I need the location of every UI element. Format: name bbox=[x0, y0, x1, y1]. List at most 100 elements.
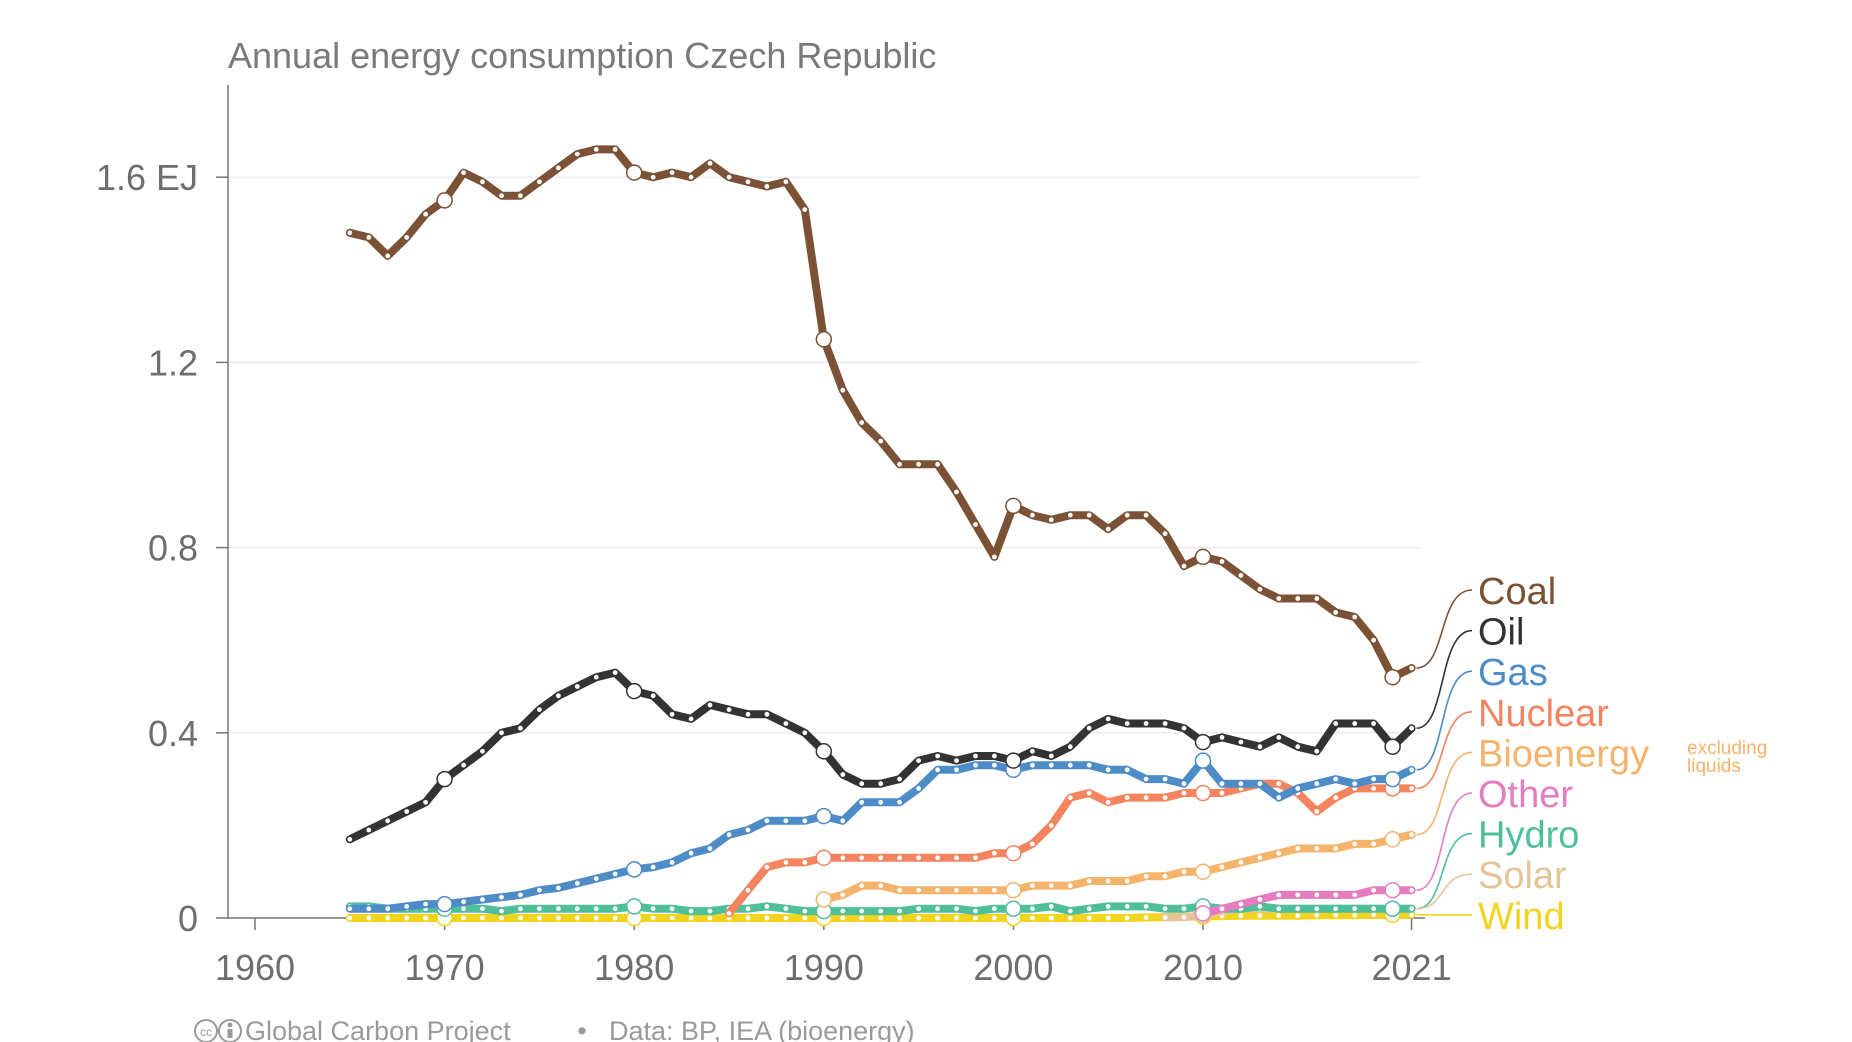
data-point bbox=[992, 753, 997, 759]
data-point bbox=[423, 901, 428, 907]
x-tick-label: 1970 bbox=[405, 947, 485, 988]
data-point bbox=[1384, 738, 1401, 755]
data-point bbox=[1005, 752, 1022, 769]
data-point bbox=[1276, 795, 1282, 800]
data-point bbox=[1257, 904, 1263, 909]
x-axis-ticks: 1960 1970 1980 1990 2000 2010 2021 bbox=[215, 918, 1452, 988]
data-point bbox=[650, 174, 656, 180]
data-point bbox=[688, 850, 694, 856]
data-point bbox=[669, 170, 675, 176]
data-point bbox=[1194, 784, 1212, 802]
data-point bbox=[347, 230, 353, 236]
data-point bbox=[1048, 517, 1054, 523]
data-point bbox=[1067, 908, 1073, 914]
x-tick-label: 1980 bbox=[594, 947, 674, 988]
data-point bbox=[973, 855, 978, 861]
data-point bbox=[1067, 512, 1073, 518]
data-point bbox=[1124, 915, 1130, 921]
data-point bbox=[1276, 906, 1282, 912]
data-point bbox=[1219, 781, 1225, 787]
data-point bbox=[973, 762, 978, 768]
data-point bbox=[1276, 596, 1282, 601]
data-point bbox=[802, 730, 808, 736]
data-point bbox=[1333, 892, 1339, 898]
series-bioenergy bbox=[815, 830, 1416, 908]
data-point bbox=[1371, 906, 1376, 912]
y-tick-label: 0.4 bbox=[148, 713, 198, 754]
data-point bbox=[935, 753, 940, 759]
data-point bbox=[1295, 744, 1301, 750]
data-point bbox=[878, 855, 884, 861]
data-point bbox=[385, 906, 391, 912]
data-point bbox=[726, 174, 732, 180]
x-tick-label: 2021 bbox=[1372, 947, 1452, 988]
data-point bbox=[1048, 915, 1054, 921]
data-point bbox=[1409, 767, 1414, 773]
data-point bbox=[840, 818, 846, 824]
data-point bbox=[935, 461, 940, 467]
data-point bbox=[1105, 799, 1111, 805]
data-point bbox=[1124, 512, 1130, 518]
data-point bbox=[992, 906, 997, 912]
data-point bbox=[1409, 725, 1414, 731]
data-point bbox=[973, 915, 978, 921]
data-point bbox=[1030, 512, 1035, 518]
data-point bbox=[878, 438, 884, 444]
data-point bbox=[480, 179, 485, 185]
data-point bbox=[954, 767, 959, 773]
data-point bbox=[954, 887, 959, 893]
series-other bbox=[1194, 881, 1416, 922]
data-point bbox=[916, 786, 921, 791]
data-point bbox=[859, 855, 865, 861]
data-point bbox=[404, 809, 410, 814]
data-point bbox=[916, 461, 921, 467]
data-point bbox=[625, 164, 643, 181]
data-point bbox=[897, 776, 902, 782]
data-point bbox=[1257, 855, 1263, 861]
legend-connector-oil bbox=[1416, 629, 1473, 729]
data-point bbox=[612, 906, 618, 912]
data-point bbox=[916, 906, 921, 912]
legend-note-line1: excluding bbox=[1687, 738, 1767, 759]
data-point bbox=[1086, 512, 1092, 518]
y-tick-label: 1.6 EJ bbox=[96, 157, 198, 198]
data-point bbox=[1257, 913, 1263, 919]
data-point bbox=[1086, 878, 1092, 884]
data-point bbox=[1105, 878, 1111, 884]
data-point bbox=[840, 772, 846, 777]
legend-connector-coal bbox=[1416, 589, 1473, 669]
data-point bbox=[726, 707, 732, 712]
data-point bbox=[537, 915, 542, 921]
data-point bbox=[1333, 912, 1339, 918]
data-point bbox=[1067, 915, 1073, 921]
data-point bbox=[556, 693, 561, 699]
footer-source: Data: BP, IEA (bioenergy) bbox=[609, 1016, 915, 1042]
data-point bbox=[1238, 901, 1244, 907]
data-point bbox=[954, 855, 959, 861]
data-point bbox=[1105, 904, 1111, 909]
data-point bbox=[423, 211, 428, 217]
data-point bbox=[1194, 863, 1212, 880]
data-point bbox=[764, 184, 770, 189]
data-point bbox=[1181, 914, 1187, 920]
data-point bbox=[1314, 781, 1320, 787]
legend: CoalOilGasNuclearBioenergyOtherHydroSola… bbox=[1416, 571, 1649, 938]
data-point bbox=[480, 915, 485, 921]
data-point bbox=[878, 915, 884, 921]
data-point bbox=[1295, 786, 1301, 791]
data-point bbox=[366, 827, 372, 833]
data-point bbox=[1384, 770, 1401, 788]
data-point bbox=[669, 860, 675, 865]
y-tick-label: 0 bbox=[178, 898, 198, 939]
legend-connector-other bbox=[1416, 792, 1473, 891]
data-point bbox=[1371, 841, 1376, 847]
data-point bbox=[625, 898, 643, 915]
data-point bbox=[593, 147, 599, 152]
data-point bbox=[1276, 735, 1282, 740]
footer-separator: • bbox=[577, 1016, 586, 1042]
data-point bbox=[669, 711, 675, 717]
data-point bbox=[518, 892, 523, 898]
data-point bbox=[935, 887, 940, 893]
data-point bbox=[1409, 912, 1414, 918]
data-point bbox=[625, 861, 643, 878]
